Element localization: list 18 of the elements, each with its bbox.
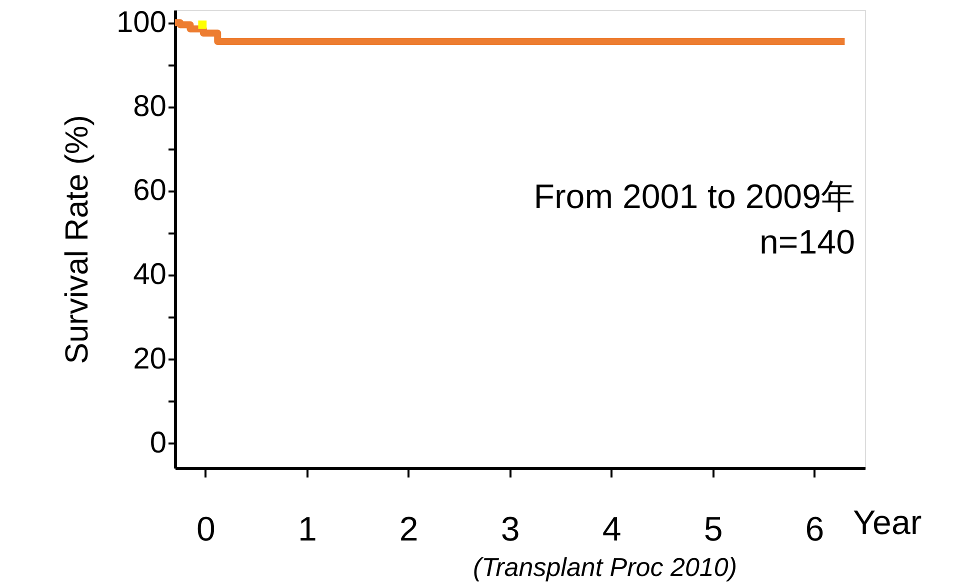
y-tick-label: 80: [133, 90, 166, 124]
x-tick-label: 2: [399, 510, 418, 548]
annotation: n=140: [760, 224, 855, 262]
y-tick-label: 100: [116, 6, 166, 40]
text: (Transplant Proc 2010): [473, 552, 737, 582]
annotation: From 2001 to 2009年: [534, 178, 855, 216]
x-tick-label: 5: [704, 510, 723, 548]
y-axis-title: Survival Rate (%): [58, 115, 94, 364]
x-tick-label: 6: [805, 510, 824, 548]
y-tick-label: 60: [133, 174, 166, 208]
y-tick-label: 40: [133, 258, 166, 292]
x-axis-title: Year: [853, 504, 922, 542]
x-tick-label: 4: [602, 510, 622, 548]
x-tick-label: 3: [500, 510, 520, 548]
x-tick-label: 1: [298, 510, 317, 548]
y-tick-label: 20: [133, 342, 166, 376]
y-tick-label: 0: [150, 426, 166, 460]
x-tick-label: 0: [196, 510, 216, 548]
